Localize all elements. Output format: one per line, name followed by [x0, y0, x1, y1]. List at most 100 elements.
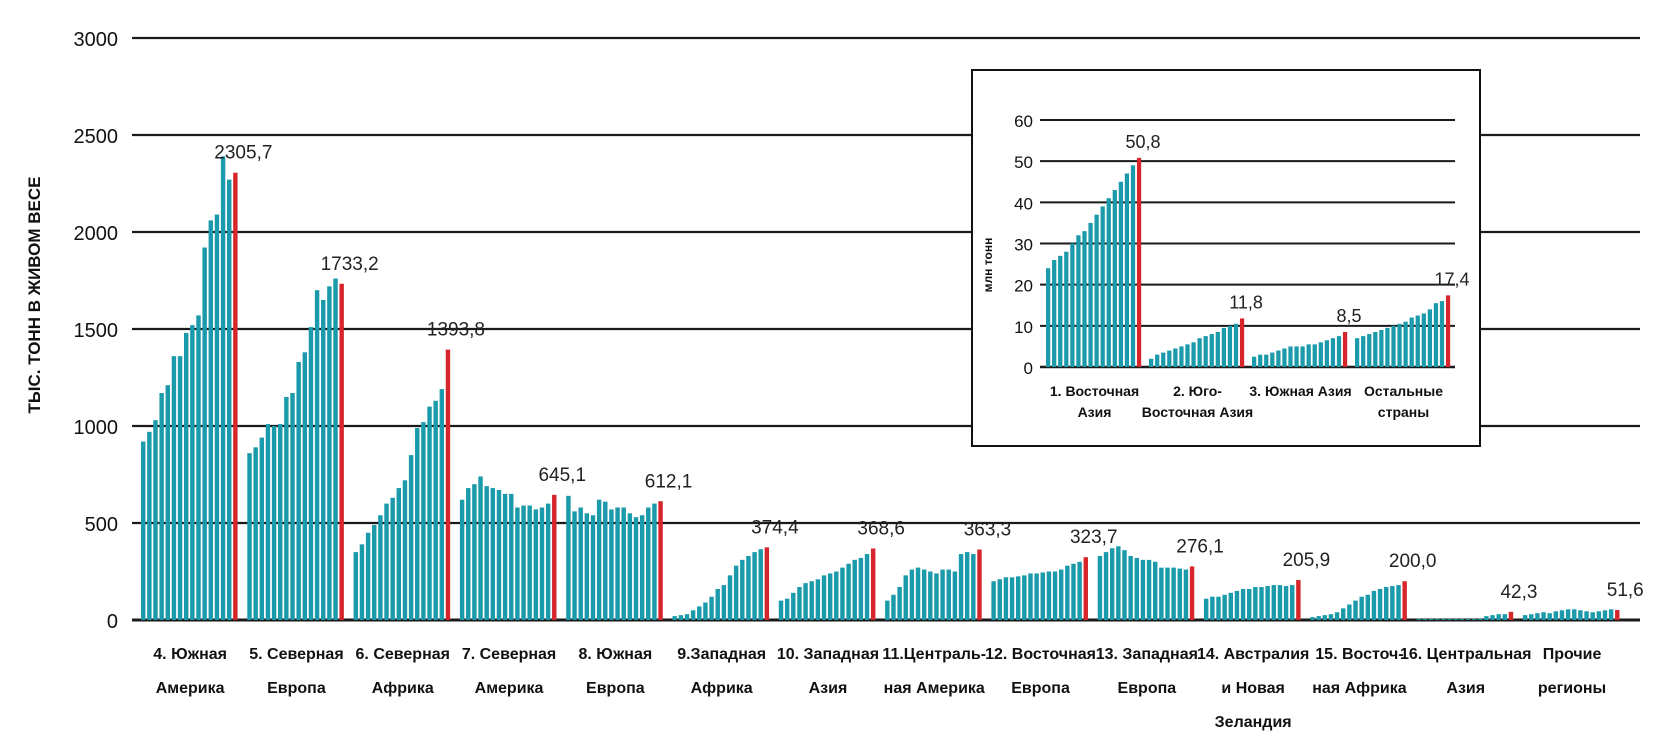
main-bar: [678, 615, 684, 620]
main-bar: [1322, 615, 1328, 620]
main-bar: [515, 507, 520, 620]
main-bar: [359, 544, 365, 620]
main-bar: [627, 513, 633, 620]
main-category-label: 10. Западная: [777, 646, 879, 663]
main-bar: [208, 220, 214, 621]
main-bar: [1608, 609, 1614, 620]
main-category-label: 16. Центральная: [1400, 646, 1532, 663]
main-bar: [1596, 611, 1602, 620]
inset-bar: [1397, 323, 1402, 367]
main-bar: [1390, 586, 1395, 620]
main-bar: [1496, 614, 1501, 620]
inset-bar: [1427, 309, 1432, 367]
inset-bar: [1264, 354, 1269, 367]
inset-bar: [1391, 325, 1396, 367]
main-bar: [1441, 619, 1446, 620]
main-bar: [909, 569, 915, 620]
main-data-label: 368,6: [857, 518, 905, 539]
main-bar: [339, 283, 344, 620]
main-category-label: Азия: [1446, 680, 1485, 697]
main-bar: [321, 299, 326, 620]
main-bar: [1359, 596, 1364, 620]
inset-bar: [1282, 348, 1287, 367]
inset-bar: [1100, 206, 1105, 367]
main-bar: [1535, 613, 1540, 620]
main-bar: [1234, 590, 1240, 620]
main-bar: [1103, 552, 1109, 620]
main-bar: [827, 573, 833, 620]
main-bar: [1228, 592, 1233, 620]
main-bar: [834, 571, 839, 620]
inset-bar: [1445, 295, 1451, 367]
main-bar: [1508, 611, 1514, 620]
main-bar: [921, 569, 927, 620]
main-category-label: Азия: [809, 680, 848, 697]
main-bar: [1341, 608, 1346, 620]
inset-bar: [1233, 323, 1239, 367]
main-bar: [1271, 585, 1277, 620]
main-category-label: и Новая: [1221, 680, 1284, 697]
main-bar: [1478, 619, 1483, 620]
main-bar: [1484, 616, 1489, 620]
inset-bar: [1415, 315, 1420, 367]
main-bar: [509, 493, 514, 620]
main-bar: [552, 494, 557, 620]
main-bar: [1402, 581, 1407, 620]
inset-bar: [1330, 338, 1336, 367]
main-bar: [284, 396, 289, 620]
main-category-label: Европа: [1011, 680, 1070, 697]
main-bar: [427, 406, 432, 620]
main-bar: [372, 524, 377, 620]
inset-y-tick-label: 10: [1014, 318, 1033, 337]
inset-data-label: 11,8: [1229, 292, 1263, 312]
main-bar: [1584, 611, 1589, 620]
main-bar: [1435, 619, 1440, 620]
inset-bar: [1355, 338, 1360, 367]
main-bar: [1247, 588, 1252, 620]
inset-bar: [1070, 243, 1075, 367]
inset-bar: [1076, 235, 1081, 367]
main-bar: [903, 575, 908, 620]
main-category-label: Европа: [1118, 680, 1177, 697]
main-bar: [141, 441, 146, 620]
main-bar: [1465, 619, 1471, 620]
main-bar: [646, 507, 651, 620]
main-bar: [709, 596, 714, 620]
main-bar: [1216, 596, 1221, 620]
main-bar: [253, 447, 258, 620]
main-bar: [1565, 609, 1571, 620]
main-data-labels: 2305,7 1733,2 1393,8 645,1 612,1 374,4 368,6 36…: [214, 143, 1643, 603]
main-y-axis-ticks: 0 500 1000 1500 2000 2500 3000: [74, 29, 119, 633]
main-bar: [1253, 587, 1258, 620]
inset-bar: [1203, 336, 1208, 367]
main-category-label: Америка: [156, 680, 225, 697]
inset-data-labels: 50,8 11,8 8,5 17,4: [1126, 132, 1470, 326]
inset-y-tick-label: 20: [1014, 277, 1033, 296]
main-bar: [1502, 614, 1508, 620]
main-category-label: Европа: [267, 680, 326, 697]
main-bar: [296, 361, 301, 620]
main-bar: [1416, 619, 1422, 620]
inset-bar: [1149, 358, 1154, 367]
main-y-tick-label: 1000: [74, 417, 119, 439]
main-bar: [1146, 559, 1152, 620]
inset-category-label: 2. Юго-: [1173, 383, 1222, 399]
main-bar: [533, 509, 539, 620]
main-y-tick-label: 2000: [74, 223, 119, 245]
inset-bar: [1324, 340, 1329, 367]
main-bar: [1559, 610, 1565, 620]
main-bar: [584, 513, 590, 620]
main-bar: [803, 583, 808, 620]
main-bar: [1490, 615, 1495, 620]
main-bar: [1165, 567, 1170, 620]
main-category-label: Америка: [475, 680, 544, 697]
main-bar: [1453, 619, 1458, 620]
inset-category-label: Остальные: [1364, 383, 1443, 399]
main-bar: [1334, 612, 1340, 620]
main-bar: [958, 554, 964, 620]
main-y-axis-label: ТЫС. ТОНН В ЖИВОМ ВЕСЕ: [25, 177, 44, 414]
inset-bar: [1209, 334, 1214, 367]
inset-y-axis-label: млн тонн: [981, 238, 995, 293]
main-category-label: 11.Централь-: [882, 646, 986, 663]
